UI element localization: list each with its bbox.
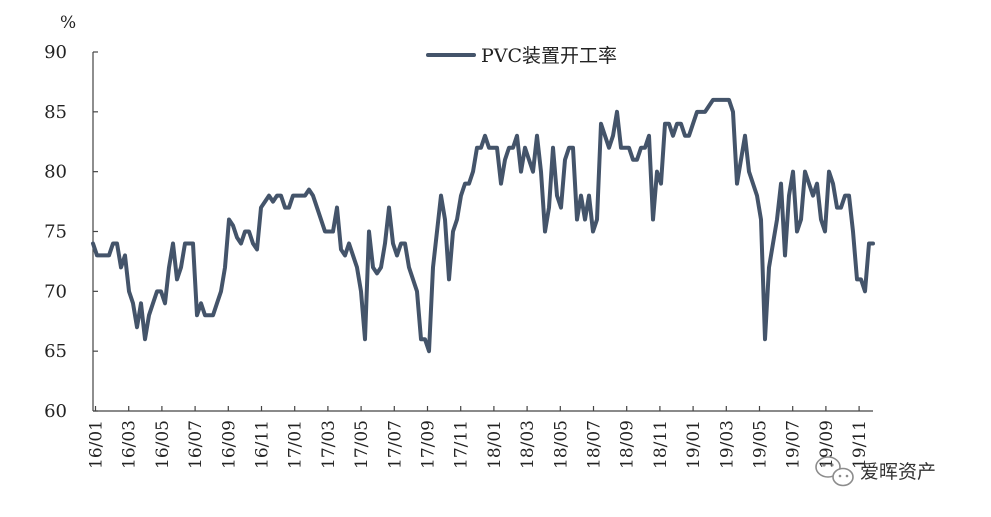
x-tick-label: 17/11 — [452, 420, 472, 469]
x-tick-label: 16/07 — [186, 420, 206, 469]
x-tick-label: 19/11 — [850, 420, 870, 469]
x-tick-label: 18/11 — [651, 420, 671, 469]
y-tick-label: 70 — [44, 281, 67, 302]
y-tick-label: 90 — [44, 42, 67, 63]
x-tick-label: 18/01 — [485, 420, 505, 469]
y-tick-label: 85 — [44, 102, 67, 123]
x-tick-label: 16/05 — [153, 420, 173, 469]
x-tick-label: 19/01 — [684, 420, 704, 469]
x-tick-label: 16/03 — [120, 420, 140, 469]
x-tick-label: 18/05 — [551, 420, 571, 469]
x-tick-label: 16/01 — [87, 420, 107, 469]
x-axis: 16/01 16/03 16/05 16/07 16/09 16/11 17/01 17/03… — [87, 406, 873, 469]
wechat-icon — [815, 456, 854, 487]
series-layer — [91, 97, 875, 354]
x-tick-label: 19/09 — [817, 420, 837, 469]
x-tick-label: 16/11 — [253, 420, 273, 469]
watermark-text: 爱晖资产 — [860, 461, 936, 483]
x-tick-label: 18/09 — [618, 420, 638, 469]
legend-label: PVC装置开工率 — [481, 45, 617, 67]
legend: PVC装置开工率 — [426, 45, 617, 67]
x-tick-label: 19/05 — [751, 420, 771, 469]
x-tick-label: 16/09 — [219, 420, 239, 469]
x-tick-label: 18/07 — [585, 420, 605, 469]
x-tick-label: 17/07 — [385, 420, 405, 469]
x-tick-label: 17/01 — [286, 420, 306, 469]
y-axis-unit-label: % — [60, 13, 76, 33]
x-tick-label: 18/03 — [518, 420, 538, 469]
x-tick-label: 17/09 — [419, 420, 439, 469]
y-tick-label: 60 — [44, 401, 67, 422]
y-tick-label: 75 — [44, 222, 67, 243]
x-tick-label: 17/05 — [352, 420, 372, 469]
y-tick-label: 65 — [44, 341, 67, 362]
y-tick-label: 80 — [44, 162, 67, 183]
y-axis: 60 65 70 75 80 85 90 — [44, 42, 98, 422]
x-tick-label: 19/03 — [717, 420, 737, 469]
series-line — [91, 97, 875, 354]
watermark: 爱晖资产 — [815, 456, 936, 487]
x-tick-label: 17/03 — [319, 420, 339, 469]
x-tick-label: 19/07 — [784, 420, 804, 469]
